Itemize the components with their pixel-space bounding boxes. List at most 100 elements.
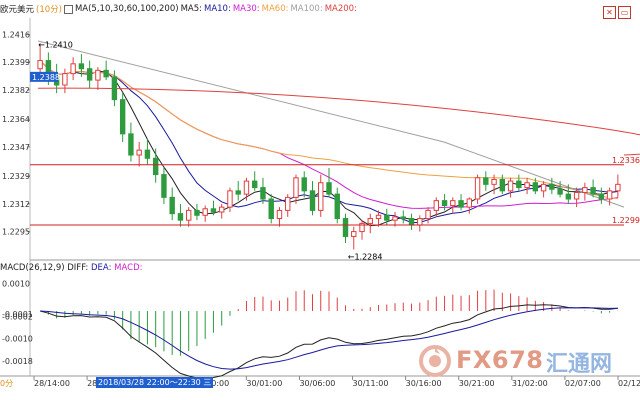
candle-body[interactable] xyxy=(549,183,555,190)
price-tick-label: 1.2399 xyxy=(2,58,30,67)
candle-body[interactable] xyxy=(70,63,76,75)
candle-body[interactable] xyxy=(573,191,580,200)
candle-body[interactable] xyxy=(441,200,448,207)
price-tick-label: 1.2416 xyxy=(2,31,30,40)
macd-tick-label: -0.0001 xyxy=(2,310,33,319)
macd-tick-label: -0.0018 xyxy=(2,357,33,366)
candle-body[interactable] xyxy=(375,214,382,220)
time-tick-label: 02/07:00 xyxy=(565,379,601,388)
ma10-label: MA10: xyxy=(203,4,231,14)
candle-body[interactable] xyxy=(516,180,522,189)
candle-body[interactable] xyxy=(210,208,217,213)
candle-body[interactable] xyxy=(425,209,431,220)
ma-settings-label[interactable]: MA(5,10,30,60,100,200) xyxy=(74,4,179,14)
candle-body[interactable] xyxy=(615,183,621,192)
candle-body[interactable] xyxy=(219,206,225,213)
candle-body[interactable] xyxy=(37,60,43,70)
candle-body[interactable] xyxy=(95,69,101,81)
high-annotation: ←1.2410 xyxy=(38,40,73,49)
candle-body[interactable] xyxy=(334,193,340,220)
candle-body[interactable] xyxy=(367,218,373,224)
candle-body[interactable] xyxy=(400,216,406,220)
ma100-label: MA100: xyxy=(290,4,323,14)
candle-body[interactable] xyxy=(161,174,167,198)
candle-body[interactable] xyxy=(202,208,208,216)
candle-body[interactable] xyxy=(507,180,514,192)
candle-body[interactable] xyxy=(185,209,192,221)
candle-body[interactable] xyxy=(62,73,68,86)
candle-body[interactable] xyxy=(243,180,250,195)
candle-body[interactable] xyxy=(276,209,283,220)
candle-body[interactable] xyxy=(144,149,151,159)
candle-body[interactable] xyxy=(540,183,547,192)
candle-body[interactable] xyxy=(260,187,266,200)
close-icon[interactable]: ✕ xyxy=(603,6,616,19)
candle-body[interactable] xyxy=(318,182,324,211)
candle-body[interactable] xyxy=(408,218,415,226)
candle-body[interactable] xyxy=(136,149,142,156)
logo-text-cn: 汇通网 xyxy=(546,352,613,377)
current-price-tag-label: 1.2388 xyxy=(32,73,60,82)
candle-body[interactable] xyxy=(458,200,464,208)
price-tick-label: 1.2347 xyxy=(2,143,30,152)
candle-body[interactable] xyxy=(285,196,291,211)
candle-body[interactable] xyxy=(268,198,274,220)
candle-body[interactable] xyxy=(499,178,506,192)
candle-body[interactable] xyxy=(384,214,390,221)
candle-body[interactable] xyxy=(598,193,605,200)
candle-body[interactable] xyxy=(111,76,118,101)
indicator-header: 欧元美元 (10分) MA(5,10,30,60,100,200) MA5: M… xyxy=(0,2,359,16)
candle-body[interactable] xyxy=(252,180,258,189)
candle-body[interactable] xyxy=(169,196,175,215)
candle-body[interactable] xyxy=(417,218,423,226)
candle-body[interactable] xyxy=(235,190,241,195)
candle-body[interactable] xyxy=(128,133,134,156)
candle-body[interactable] xyxy=(524,182,530,189)
candle-body[interactable] xyxy=(119,99,126,135)
candle-body[interactable] xyxy=(103,69,109,78)
period-label: (10分) xyxy=(36,5,62,15)
candle-body[interactable] xyxy=(309,190,316,211)
ma5-line xyxy=(39,60,618,227)
candle-body[interactable] xyxy=(466,198,473,208)
window-icon[interactable]: ▭ xyxy=(618,6,631,19)
ma5-label: MA5: xyxy=(180,4,202,14)
macd-tick-label: -0.0002 xyxy=(2,313,33,322)
candle-body[interactable] xyxy=(359,222,365,233)
candle-body[interactable] xyxy=(582,187,588,193)
candle-body[interactable] xyxy=(590,187,596,195)
candle-body[interactable] xyxy=(450,200,456,207)
candle-body[interactable] xyxy=(301,177,307,192)
logo-text: FX678 xyxy=(456,346,544,374)
macd-header: MACD(26,12,9) DIFF: DEA: MACD: xyxy=(0,263,143,273)
candle-body[interactable] xyxy=(152,157,159,176)
candle-body[interactable] xyxy=(474,177,481,200)
time-tick-label: 30/11:00 xyxy=(353,379,389,388)
candle-body[interactable] xyxy=(483,177,489,185)
price-tick-label: 1.2364 xyxy=(2,115,30,124)
candle-body[interactable] xyxy=(606,190,613,200)
fx678-logo: FX678 汇通网 xyxy=(418,344,623,377)
candle-body[interactable] xyxy=(78,63,85,70)
candle-body[interactable] xyxy=(565,193,572,200)
candle-body[interactable] xyxy=(293,177,299,198)
candle-body[interactable] xyxy=(177,213,184,221)
macd-label: MACD: xyxy=(114,263,143,273)
candle-body[interactable] xyxy=(326,182,332,195)
candle-body[interactable] xyxy=(392,216,398,221)
low-annotation: ←1.2284 xyxy=(348,252,383,261)
candle-body[interactable] xyxy=(433,200,439,211)
macd-tick-label: 0.0010 xyxy=(2,279,30,288)
candle-body[interactable] xyxy=(532,182,539,192)
candle-body[interactable] xyxy=(86,68,93,81)
candle-body[interactable] xyxy=(342,218,349,237)
candle-body[interactable] xyxy=(491,178,497,185)
candle-body[interactable] xyxy=(194,209,200,216)
candle-body[interactable] xyxy=(557,188,563,195)
price-tick-label: 1.2329 xyxy=(2,172,30,181)
ma-settings-icon[interactable] xyxy=(63,4,73,14)
candle-body[interactable] xyxy=(227,190,233,208)
candle-body[interactable] xyxy=(351,231,357,237)
